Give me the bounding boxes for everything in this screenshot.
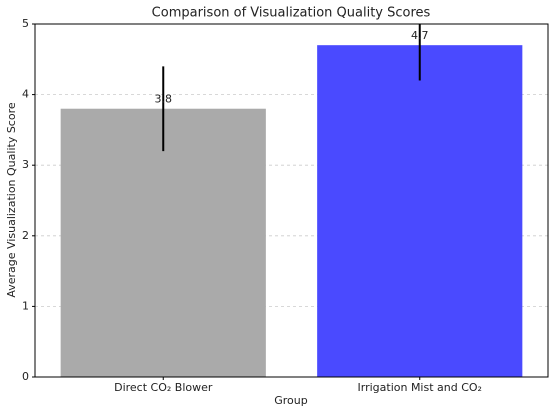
y-tick-label: 2 [22, 229, 29, 242]
chart-title: Comparison of Visualization Quality Scor… [152, 6, 431, 21]
data-label: 4.7 [411, 29, 429, 42]
x-tick-label: Direct CO₂ Blower [114, 381, 213, 394]
bar [317, 45, 523, 378]
plot-frame [34, 23, 549, 378]
marks: 3.8 4.7 [60, 24, 523, 378]
data-label: 3.8 [155, 93, 173, 106]
x-axis-label: Group [274, 394, 308, 407]
x-tick-label: Irrigation Mist and CO₂ [358, 381, 482, 394]
y-tick-label: 5 [22, 17, 29, 30]
y-tick-label: 0 [22, 370, 29, 383]
bar [60, 108, 266, 377]
y-axis-label: Average Visualization Quality Score [5, 102, 18, 297]
y-tick-label: 3 [22, 158, 29, 171]
y-tick-label: 4 [22, 88, 29, 101]
y-tick-label: 1 [22, 299, 29, 312]
